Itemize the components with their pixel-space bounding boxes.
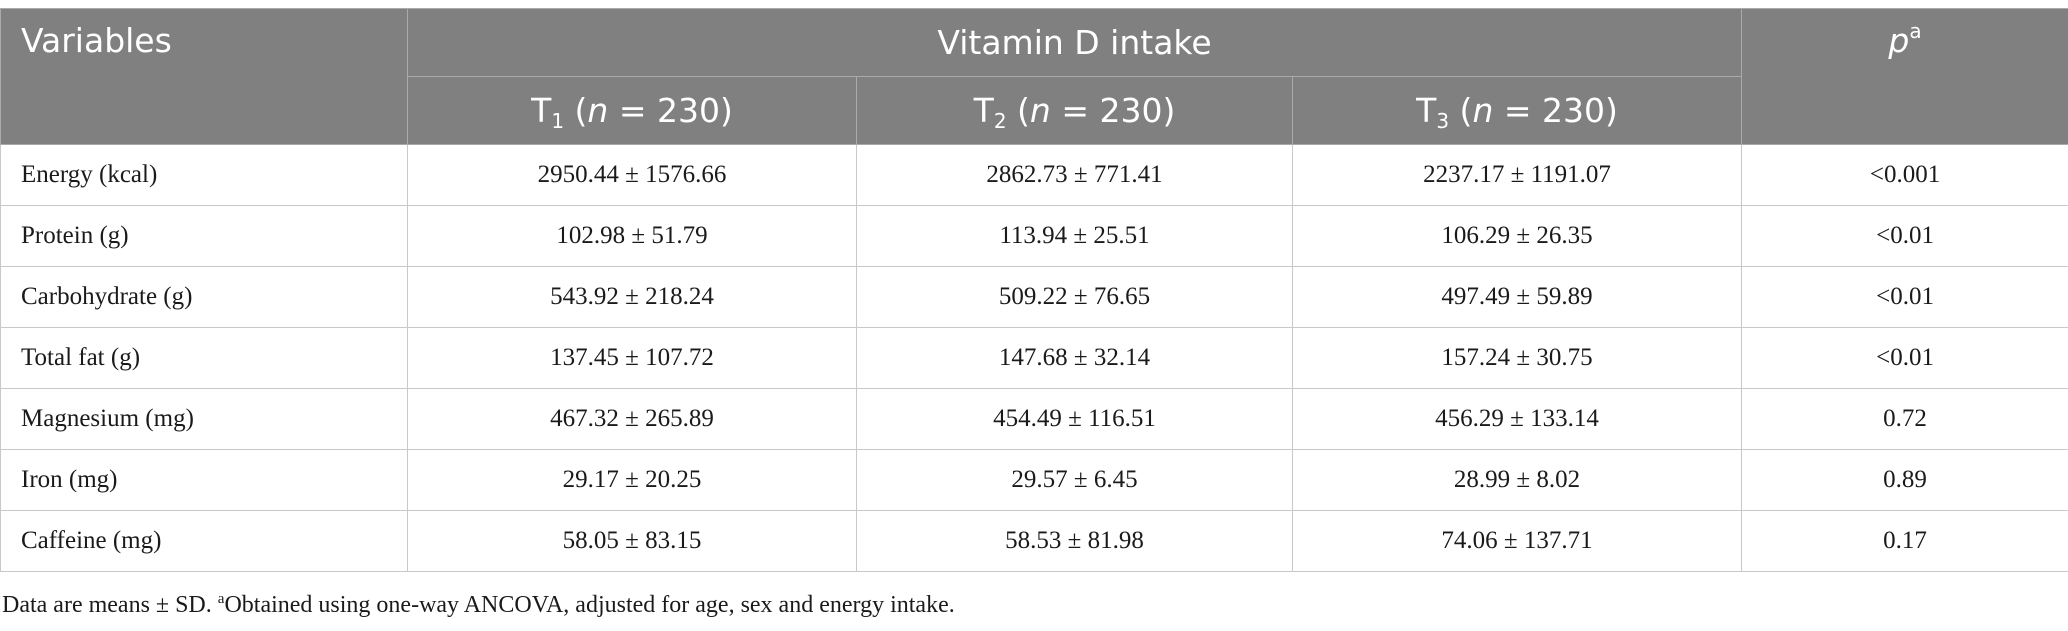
t1-cell: 467.32 ± 265.89 xyxy=(407,388,857,450)
table-row: Magnesium (mg) 467.32 ± 265.89 454.49 ± … xyxy=(0,388,2068,450)
table-row: Total fat (g) 137.45 ± 107.72 147.68 ± 3… xyxy=(0,327,2068,389)
t1-subscript: 1 xyxy=(551,109,565,133)
t2-cell: 147.68 ± 32.14 xyxy=(856,327,1293,389)
t3-prefix: T xyxy=(1416,91,1437,130)
variable-cell: Energy (kcal) xyxy=(0,144,408,206)
data-table-container: Variables Vitamin D intake pa T1 (n = 23… xyxy=(0,8,2068,572)
t2-cell: 454.49 ± 116.51 xyxy=(856,388,1293,450)
table-footnote: Data are means ± SD. aObtained using one… xyxy=(2,592,955,619)
t2-n-label: n xyxy=(1029,91,1051,130)
variables-header: Variables xyxy=(0,8,408,145)
t2-n-value: = 230) xyxy=(1050,91,1176,130)
t3-subscript: 3 xyxy=(1436,109,1450,133)
variable-cell: Caffeine (mg) xyxy=(0,510,408,572)
p-value-cell: <0.01 xyxy=(1741,205,2068,267)
t3-cell: 497.49 ± 59.89 xyxy=(1291,266,1743,328)
variable-cell: Carbohydrate (g) xyxy=(0,266,408,328)
t1-cell: 137.45 ± 107.72 xyxy=(407,327,857,389)
t3-cell: 2237.17 ± 1191.07 xyxy=(1291,144,1743,206)
t1-cell: 102.98 ± 51.79 xyxy=(407,205,857,267)
t3-cell: 28.99 ± 8.02 xyxy=(1291,449,1743,511)
footnote-superscript: a xyxy=(217,591,225,607)
table-row: Carbohydrate (g) 543.92 ± 218.24 509.22 … xyxy=(0,266,2068,328)
t3-cell: 456.29 ± 133.14 xyxy=(1291,388,1743,450)
t1-cell: 543.92 ± 218.24 xyxy=(407,266,857,328)
p-value-cell: 0.72 xyxy=(1741,388,2068,450)
table-row: Iron (mg) 29.17 ± 20.25 29.57 ± 6.45 28.… xyxy=(0,449,2068,511)
t2-prefix: T xyxy=(973,91,994,130)
t3-cell: 106.29 ± 26.35 xyxy=(1291,205,1743,267)
table-row: Energy (kcal) 2950.44 ± 1576.66 2862.73 … xyxy=(0,144,2068,206)
t3-cell: 157.24 ± 30.75 xyxy=(1291,327,1743,389)
t2-open: ( xyxy=(1006,91,1030,130)
t1-cell: 2950.44 ± 1576.66 xyxy=(407,144,857,206)
t3-n-value: = 230) xyxy=(1493,91,1618,130)
vitamin-d-table: Variables Vitamin D intake pa T1 (n = 23… xyxy=(0,8,2068,572)
t3-cell: 74.06 ± 137.71 xyxy=(1291,510,1743,572)
t2-cell: 58.53 ± 81.98 xyxy=(856,510,1293,572)
t3-n-label: n xyxy=(1472,91,1494,130)
p-value-cell: 0.89 xyxy=(1741,449,2068,511)
t3-open: ( xyxy=(1449,91,1473,130)
variable-cell: Protein (g) xyxy=(0,205,408,267)
variable-cell: Magnesium (mg) xyxy=(0,388,408,450)
t1-n-label: n xyxy=(587,91,609,130)
t2-subscript: 2 xyxy=(993,109,1007,133)
t2-header: T2 (n = 230) xyxy=(856,76,1293,145)
t2-cell: 29.57 ± 6.45 xyxy=(856,449,1293,511)
t1-cell: 29.17 ± 20.25 xyxy=(407,449,857,511)
p-value-cell: <0.001 xyxy=(1741,144,2068,206)
variable-cell: Total fat (g) xyxy=(0,327,408,389)
table-body: Energy (kcal) 2950.44 ± 1576.66 2862.73 … xyxy=(0,144,2068,572)
table-row: Caffeine (mg) 58.05 ± 83.15 58.53 ± 81.9… xyxy=(0,510,2068,572)
t1-n-value: = 230) xyxy=(608,91,733,130)
table-row: Protein (g) 102.98 ± 51.79 113.94 ± 25.5… xyxy=(0,205,2068,267)
p-value-cell: <0.01 xyxy=(1741,266,2068,328)
p-superscript: a xyxy=(1909,19,1922,43)
p-value-cell: 0.17 xyxy=(1741,510,2068,572)
variable-cell: Iron (mg) xyxy=(0,449,408,511)
t2-cell: 113.94 ± 25.51 xyxy=(856,205,1293,267)
t2-cell: 509.22 ± 76.65 xyxy=(856,266,1293,328)
t3-header: T3 (n = 230) xyxy=(1291,76,1743,145)
t1-header: T1 (n = 230) xyxy=(407,76,857,145)
p-value-cell: <0.01 xyxy=(1741,327,2068,389)
t1-prefix: T xyxy=(531,91,552,130)
p-value-header: pa xyxy=(1741,8,2068,145)
t1-open: ( xyxy=(564,91,588,130)
vitamin-d-group-header: Vitamin D intake xyxy=(406,8,1743,77)
p-label: p xyxy=(1888,21,1910,60)
footnote-lead: Data are means ± SD. xyxy=(2,592,218,618)
t1-cell: 58.05 ± 83.15 xyxy=(407,510,857,572)
table-header: Variables Vitamin D intake pa T1 (n = 23… xyxy=(0,8,2068,145)
footnote-text: Obtained using one-way ANCOVA, adjusted … xyxy=(224,592,955,618)
t2-cell: 2862.73 ± 771.41 xyxy=(856,144,1293,206)
